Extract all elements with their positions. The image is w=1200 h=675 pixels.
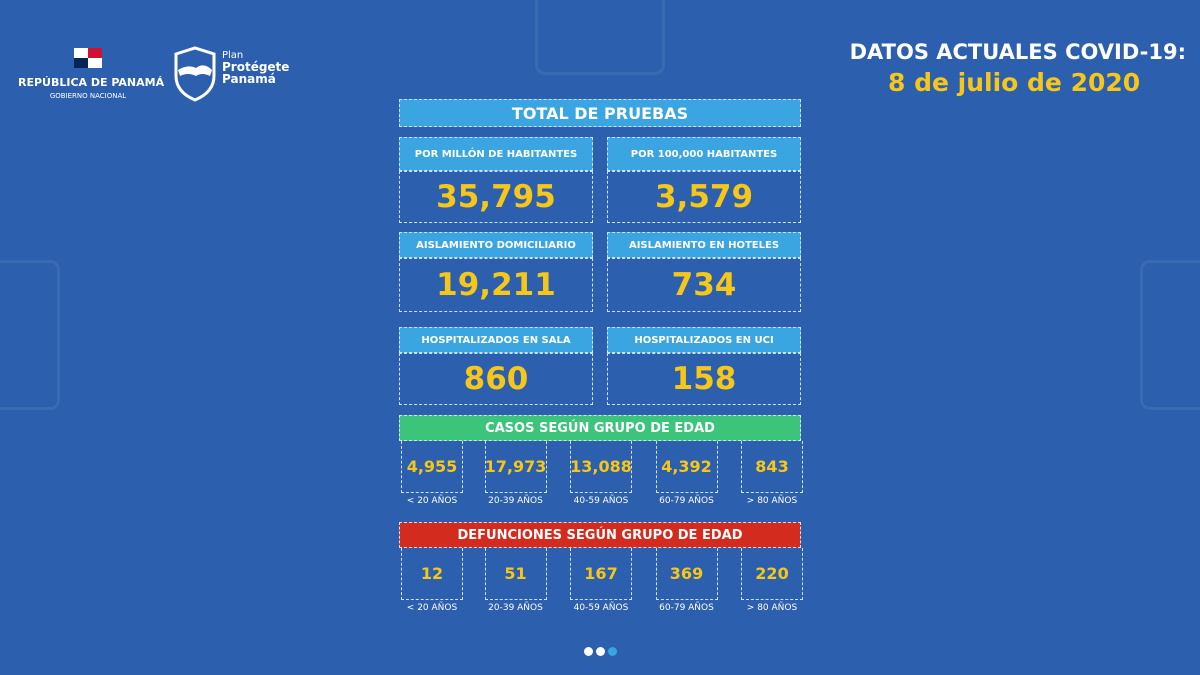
stat-value: 19,211 bbox=[399, 258, 593, 312]
deaths-age-label: > 80 AÑOS bbox=[746, 603, 798, 613]
cases-age-value: 843 bbox=[741, 441, 803, 493]
plan-logo-text: Plan Protégete Panamá bbox=[222, 50, 289, 85]
background-shield-decoration bbox=[535, 0, 665, 75]
deaths-age-value: 220 bbox=[741, 548, 803, 600]
plan-protegete: Protégete bbox=[222, 60, 290, 74]
stat-value: 158 bbox=[607, 353, 801, 405]
carousel-dot-3-active[interactable] bbox=[608, 647, 617, 656]
carousel-dot-1[interactable] bbox=[584, 647, 593, 656]
cases-age-value: 13,088 bbox=[570, 441, 632, 493]
shield-icon bbox=[174, 46, 216, 102]
deaths-header: DEFUNCIONES SEGÚN GRUPO DE EDAD bbox=[399, 522, 801, 548]
deaths-age-label: 60-79 AÑOS bbox=[659, 603, 714, 613]
deaths-age-value: 369 bbox=[655, 548, 718, 600]
cases-age-value: 17,973 bbox=[484, 441, 547, 493]
cases-age-label: 60-79 AÑOS bbox=[659, 496, 714, 506]
government-logo: REPÚBLICA DE PANAMÁ GOBIERNO NACIONAL bbox=[18, 48, 165, 100]
cases-age-label: 40-59 AÑOS bbox=[573, 496, 629, 506]
deaths-age-label: 40-59 AÑOS bbox=[573, 603, 629, 613]
page-title: DATOS ACTUALES COVID-19: bbox=[849, 40, 1186, 64]
total-tests-header: TOTAL DE PRUEBAS bbox=[399, 99, 801, 127]
plan-panama: Panamá bbox=[222, 72, 276, 86]
gov-name: REPÚBLICA DE PANAMÁ bbox=[18, 76, 165, 89]
stat-value: 3,579 bbox=[607, 171, 801, 223]
carousel-dot-2[interactable] bbox=[596, 647, 605, 656]
cases-age-label: 20-39 AÑOS bbox=[488, 496, 543, 506]
deaths-age-label: 20-39 AÑOS bbox=[488, 603, 543, 613]
deaths-age-value: 12 bbox=[401, 548, 463, 600]
stat-value: 35,795 bbox=[399, 171, 593, 223]
background-shield-decoration bbox=[0, 260, 60, 410]
plan-text: Plan bbox=[222, 50, 244, 61]
stat-label: HOSPITALIZADOS EN UCI bbox=[607, 327, 801, 353]
gov-subtitle: GOBIERNO NACIONAL bbox=[49, 92, 127, 100]
date-title: 8 de julio de 2020 bbox=[888, 68, 1141, 97]
stat-value: 860 bbox=[399, 353, 593, 405]
cases-age-label: > 80 AÑOS bbox=[746, 496, 798, 506]
background-shield-decoration bbox=[1140, 260, 1200, 410]
stat-label: POR 100,000 HABITANTES bbox=[607, 137, 801, 171]
panama-flag-icon bbox=[74, 48, 102, 68]
stat-label: POR MILLÓN DE HABITANTES bbox=[399, 137, 593, 171]
deaths-age-value: 51 bbox=[484, 548, 547, 600]
deaths-age-label: < 20 AÑOS bbox=[406, 603, 458, 613]
cases-header: CASOS SEGÚN GRUPO DE EDAD bbox=[399, 415, 801, 441]
stat-label: AISLAMIENTO EN HOTELES bbox=[607, 232, 801, 258]
stat-label: HOSPITALIZADOS EN SALA bbox=[399, 327, 593, 353]
cases-age-value: 4,392 bbox=[655, 441, 718, 493]
deaths-age-value: 167 bbox=[570, 548, 632, 600]
stat-label: AISLAMIENTO DOMICILIARIO bbox=[399, 232, 593, 258]
cases-age-value: 4,955 bbox=[401, 441, 463, 493]
stat-value: 734 bbox=[607, 258, 801, 312]
cases-age-label: < 20 AÑOS bbox=[406, 496, 458, 506]
